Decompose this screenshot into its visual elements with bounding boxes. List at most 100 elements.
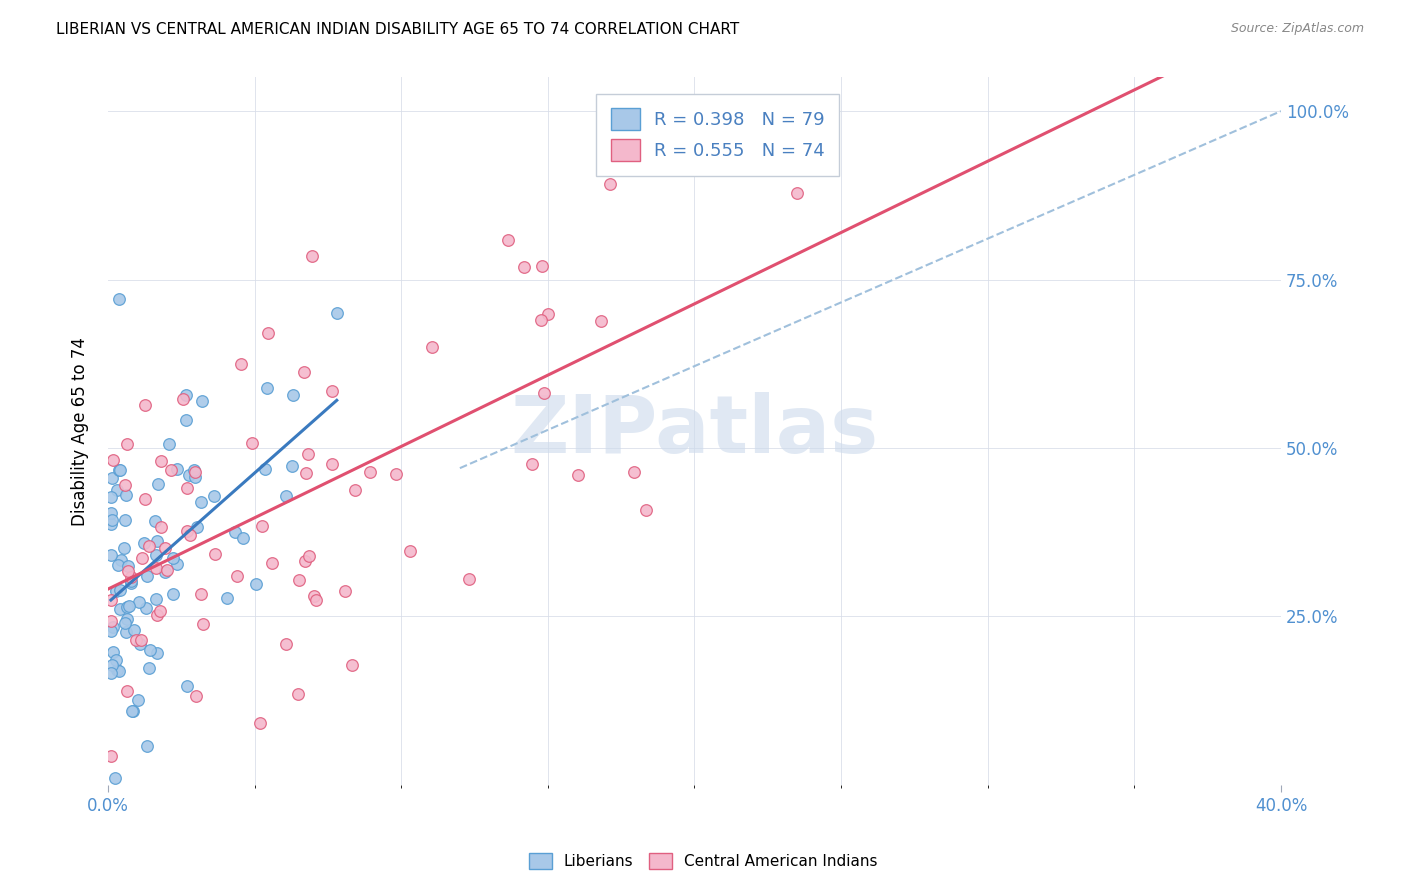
Point: [232, 532, 254, 546]
Point: [101, 453, 124, 467]
Point: [115, 437, 138, 451]
Point: [115, 488, 138, 502]
Point: [530, 313, 553, 327]
Point: [100, 506, 122, 520]
Point: [257, 326, 280, 340]
Legend: R = 0.398   N = 79, R = 0.555   N = 74: R = 0.398 N = 79, R = 0.555 N = 74: [596, 94, 839, 176]
Point: [224, 524, 246, 539]
Point: [229, 357, 252, 371]
Point: [136, 568, 159, 582]
Point: [174, 387, 197, 401]
Point: [120, 575, 142, 590]
Point: [252, 519, 274, 533]
Point: [193, 616, 215, 631]
Point: [589, 313, 612, 327]
Point: [281, 459, 304, 474]
Point: [114, 616, 136, 631]
Point: [121, 704, 143, 718]
Point: [256, 381, 278, 395]
Point: [145, 548, 167, 562]
Point: [176, 481, 198, 495]
Point: [125, 632, 148, 647]
Point: [100, 748, 122, 763]
Point: [100, 490, 122, 504]
Point: [120, 570, 142, 584]
Point: [245, 577, 267, 591]
Point: [304, 593, 326, 607]
Point: [129, 637, 152, 651]
Point: [120, 574, 142, 588]
Point: [172, 392, 194, 406]
Point: [101, 513, 124, 527]
Point: [150, 520, 173, 534]
Point: [623, 465, 645, 479]
Point: [100, 470, 122, 484]
Point: [135, 739, 157, 753]
Point: [166, 557, 188, 571]
Point: [683, 145, 706, 159]
Point: [122, 623, 145, 637]
Point: [101, 658, 124, 673]
Point: [274, 637, 297, 651]
Point: [162, 587, 184, 601]
Point: [108, 463, 131, 477]
Point: [108, 583, 131, 598]
Point: [138, 661, 160, 675]
Point: [118, 599, 141, 614]
Point: [298, 549, 321, 563]
Point: [537, 307, 560, 321]
Point: [104, 771, 127, 785]
Point: [107, 462, 129, 476]
Point: [240, 436, 263, 450]
Point: [530, 259, 553, 273]
Point: [157, 437, 180, 451]
Point: [634, 503, 657, 517]
Point: [145, 561, 167, 575]
Point: [204, 547, 226, 561]
Point: [115, 612, 138, 626]
Text: Source: ZipAtlas.com: Source: ZipAtlas.com: [1230, 22, 1364, 36]
Point: [533, 386, 555, 401]
Point: [176, 679, 198, 693]
Point: [128, 595, 150, 609]
Point: [107, 664, 129, 678]
Point: [135, 601, 157, 615]
Point: [274, 489, 297, 503]
Point: [155, 565, 177, 579]
Point: [105, 653, 128, 667]
Point: [108, 601, 131, 615]
Point: [146, 608, 169, 623]
Point: [191, 393, 214, 408]
Point: [321, 457, 343, 471]
Point: [202, 489, 225, 503]
Point: [117, 558, 139, 573]
Point: [121, 704, 143, 718]
Point: [132, 535, 155, 549]
Point: [190, 587, 212, 601]
Point: [110, 553, 132, 567]
Point: [294, 466, 316, 480]
Point: [112, 541, 135, 556]
Point: [114, 513, 136, 527]
Point: [145, 514, 167, 528]
Point: [260, 556, 283, 570]
Point: [105, 663, 128, 677]
Point: [184, 689, 207, 703]
Point: [145, 592, 167, 607]
Point: [343, 483, 366, 497]
Point: [117, 564, 139, 578]
Point: [186, 520, 208, 534]
Point: [138, 539, 160, 553]
Point: [176, 524, 198, 538]
Point: [599, 178, 621, 192]
Point: [226, 569, 249, 583]
Point: [149, 454, 172, 468]
Point: [253, 462, 276, 476]
Point: [139, 643, 162, 657]
Point: [100, 614, 122, 628]
Point: [166, 462, 188, 476]
Point: [184, 465, 207, 479]
Point: [100, 624, 122, 638]
Point: [179, 528, 201, 542]
Point: [457, 572, 479, 586]
